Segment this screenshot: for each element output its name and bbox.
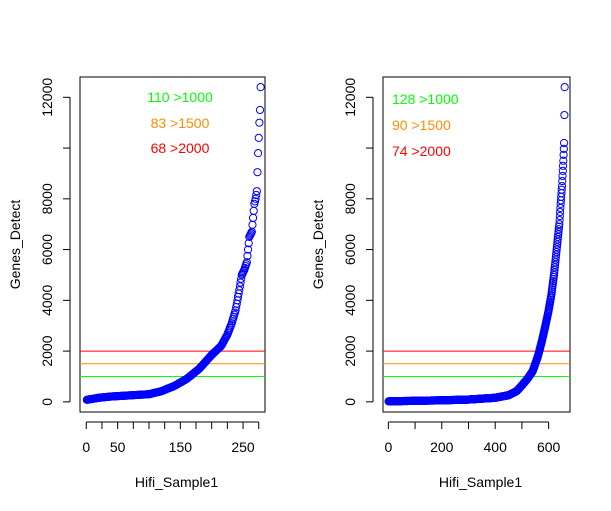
data-point [558, 171, 567, 181]
count-annotation: 110 >1000 [147, 89, 213, 105]
data-point [252, 187, 261, 196]
y-axis-title: Genes_Detect [7, 200, 23, 290]
y-tick-label: 0 [342, 398, 358, 406]
data-point [555, 216, 564, 225]
chart-1: 0 50 150 250 0 2000 4000 6000 8000 12000 Hifi_Samp… [7, 76, 266, 490]
data-point [243, 251, 252, 261]
y-tick-label: 4000 [342, 285, 358, 316]
data-point [255, 118, 264, 127]
data-point [236, 278, 245, 287]
data-point [251, 194, 260, 203]
count-annotation: 68 >2000 [151, 140, 210, 156]
y-tick-label: 0 [39, 398, 55, 406]
data-point [256, 83, 265, 92]
data-point [555, 211, 564, 221]
data-point [558, 176, 567, 186]
data-point [558, 166, 567, 175]
x-tick-label: 400 [484, 439, 508, 455]
data-point [244, 239, 253, 248]
data-point [559, 156, 568, 165]
data-point [254, 133, 263, 143]
data-point [235, 286, 244, 295]
data-point [554, 225, 563, 234]
y-axis-title: Genes_Detect [310, 200, 326, 290]
plot-frame [382, 76, 571, 413]
data-point [555, 220, 564, 229]
y-tick-label: 2000 [39, 335, 55, 366]
count-annotation: 90 >1500 [392, 117, 451, 133]
x-tick-label: 0 [384, 439, 392, 455]
x-axis-title: Hifi_Sample1 [439, 474, 522, 490]
data-point [559, 150, 568, 159]
y-tick-label: 12000 [39, 78, 55, 117]
data-point [557, 182, 567, 191]
y-tick-label: 8000 [342, 183, 358, 214]
x-tick-label: 0 [82, 439, 90, 455]
y-tick-label: 8000 [39, 183, 55, 214]
data-point [243, 245, 253, 254]
x-axis-title: Hifi_Sample1 [135, 474, 218, 490]
data-point [558, 161, 568, 170]
x-tick-label: 200 [430, 439, 454, 455]
x-tick-label: 50 [110, 439, 126, 455]
x-tick-label: 600 [537, 439, 561, 455]
data-point [254, 149, 263, 158]
data-point [556, 207, 565, 217]
data-point [249, 206, 258, 215]
y-tick-label: 2000 [342, 335, 358, 366]
data-point [560, 138, 569, 148]
data-point [248, 213, 258, 222]
y-tick-label: 6000 [342, 234, 358, 265]
y-tick-label: 6000 [39, 234, 55, 265]
data-point [560, 83, 569, 92]
data-point [551, 255, 560, 264]
count-annotation: 83 >1500 [151, 115, 210, 131]
data-point [560, 110, 569, 120]
data-point [559, 144, 568, 154]
data-point [557, 185, 566, 194]
data-point [252, 190, 261, 200]
x-tick-label: 150 [169, 439, 193, 455]
y-tick-label: 12000 [342, 78, 358, 117]
chart-2: 0 200 400 6000200040006000800012000Hifi_Sam… [310, 76, 571, 490]
x-tick-label: 250 [231, 439, 255, 455]
data-point [554, 222, 564, 231]
count-annotation: 128 >1000 [392, 91, 459, 107]
data-point [255, 105, 265, 115]
data-point [235, 282, 245, 291]
data-point [253, 168, 262, 177]
plot-frame [79, 76, 266, 413]
data-point [242, 258, 251, 267]
y-tick-label: 4000 [39, 285, 55, 316]
count-annotation: 74 >2000 [392, 143, 451, 159]
data-point [248, 220, 257, 229]
